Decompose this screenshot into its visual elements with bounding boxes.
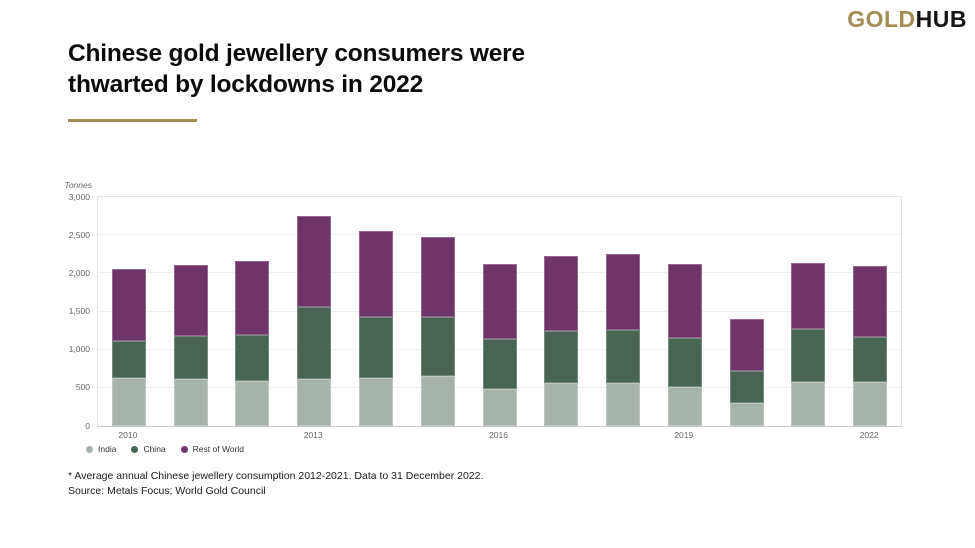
bar-2022 — [853, 266, 888, 426]
bar-segment-2016-rest-of-world[interactable] — [482, 264, 517, 339]
legend-item-rest-of-world[interactable]: Rest of World — [180, 444, 244, 454]
legend-item-china[interactable]: China — [131, 444, 166, 454]
bar-segment-2019-china[interactable] — [667, 337, 702, 387]
bar-segment-2012-china[interactable] — [235, 335, 270, 382]
y-tick-label-2000: 2,000 — [68, 267, 90, 278]
bar-2017 — [544, 255, 579, 426]
legend-item-india[interactable]: India — [86, 444, 116, 454]
bar-segment-2010-rest-of-world[interactable] — [111, 269, 146, 341]
bar-2013 — [297, 215, 332, 426]
legend-label-rest-of-world: Rest of World — [192, 444, 244, 454]
x-tick-label-2016: 2016 — [489, 430, 508, 440]
bar-segment-2020-india[interactable] — [729, 403, 764, 426]
bar-segment-2018-rest-of-world[interactable] — [606, 254, 641, 331]
footnote-note: * Average annual Chinese jewellery consu… — [68, 470, 484, 482]
bar-segment-2011-rest-of-world[interactable] — [173, 264, 208, 337]
y-tick-label-0: 0 — [85, 420, 90, 431]
bar-segment-2020-rest-of-world[interactable] — [729, 319, 764, 372]
footnote-source: Source: Metals Focus; World Gold Council — [68, 485, 266, 497]
legend-dot-china — [131, 445, 139, 453]
bar-segment-2011-china[interactable] — [173, 336, 208, 380]
bar-segment-2012-india[interactable] — [235, 381, 270, 426]
bar-segment-2014-rest-of-world[interactable] — [358, 231, 393, 318]
bar-segment-2013-china[interactable] — [297, 307, 332, 380]
bar-segment-2010-india[interactable] — [111, 377, 146, 426]
bar-segment-2015-china[interactable] — [420, 316, 455, 376]
bar-segment-2020-china[interactable] — [729, 371, 764, 404]
y-tick-label-3000: 3,000 — [68, 191, 90, 202]
bar-segment-2019-india[interactable] — [667, 386, 702, 426]
gridline-2500 — [98, 234, 901, 236]
plot-area — [97, 196, 902, 427]
bar-segment-2013-india[interactable] — [297, 379, 332, 426]
x-tick-label-2010: 2010 — [118, 430, 138, 440]
legend-label-india: India — [98, 444, 117, 454]
bar-2012 — [235, 260, 270, 426]
logo-hub-text: HUB — [915, 6, 967, 32]
title-underline — [68, 119, 197, 122]
legend-dot-india — [86, 445, 93, 453]
x-tick-label-2022: 2022 — [859, 430, 879, 440]
bar-2014 — [358, 231, 393, 426]
bar-segment-2015-rest-of-world[interactable] — [420, 236, 455, 317]
bar-segment-2012-rest-of-world[interactable] — [235, 260, 270, 336]
bar-segment-2011-india[interactable] — [173, 379, 208, 426]
y-axis-unit-label: Tonnes — [64, 180, 92, 190]
bar-2021 — [791, 262, 826, 426]
bar-segment-2010-china[interactable] — [111, 340, 146, 378]
page-title: Chinese gold jewellery consumers were th… — [68, 38, 525, 100]
title-line-1: Chinese gold jewellery consumers were — [68, 40, 525, 67]
y-tick-label-2500: 2,500 — [68, 229, 90, 240]
title-line-2: thwarted by lockdowns in 2022 — [68, 71, 423, 98]
bar-2011 — [173, 264, 208, 426]
bar-2016 — [482, 264, 517, 426]
logo-gold-text: GOLD — [847, 6, 916, 32]
bar-segment-2017-china[interactable] — [544, 330, 579, 383]
bar-segment-2018-india[interactable] — [606, 383, 641, 426]
bar-segment-2021-rest-of-world[interactable] — [791, 262, 826, 330]
bar-2018 — [606, 254, 641, 426]
bar-segment-2013-rest-of-world[interactable] — [297, 215, 332, 308]
bar-2019 — [667, 264, 702, 426]
bar-segment-2019-rest-of-world[interactable] — [667, 264, 702, 338]
bar-segment-2015-india[interactable] — [420, 375, 455, 426]
bar-segment-2022-rest-of-world[interactable] — [853, 266, 888, 338]
bar-segment-2016-china[interactable] — [482, 338, 517, 389]
bar-segment-2021-india[interactable] — [791, 382, 826, 426]
legend-label-china: China — [143, 444, 166, 454]
bar-segment-2017-rest-of-world[interactable] — [544, 255, 579, 331]
bar-2015 — [420, 236, 455, 426]
bar-2020 — [729, 319, 764, 426]
bar-segment-2022-china[interactable] — [853, 337, 888, 383]
bar-segment-2018-china[interactable] — [606, 330, 641, 384]
bar-segment-2014-india[interactable] — [358, 377, 393, 426]
y-tick-label-1500: 1,500 — [68, 306, 90, 316]
bar-segment-2022-india[interactable] — [853, 382, 888, 426]
bar-segment-2014-china[interactable] — [358, 317, 393, 378]
footnote: * Average annual Chinese jewellery consu… — [68, 469, 483, 499]
y-tick-label-1000: 1,000 — [68, 344, 90, 355]
bar-segment-2016-india[interactable] — [482, 388, 517, 426]
x-tick-label-2013: 2013 — [303, 430, 323, 440]
bar-segment-2017-india[interactable] — [544, 382, 579, 426]
goldhub-logo[interactable]: GOLDHUB — [847, 5, 967, 33]
x-tick-label-2019: 2019 — [674, 430, 694, 440]
bar-2010 — [111, 269, 146, 426]
legend-dot-rest-of-world — [180, 445, 188, 453]
y-tick-label-500: 500 — [75, 382, 90, 393]
bar-segment-2021-china[interactable] — [791, 329, 826, 383]
legend: India China Rest of World — [86, 444, 244, 454]
